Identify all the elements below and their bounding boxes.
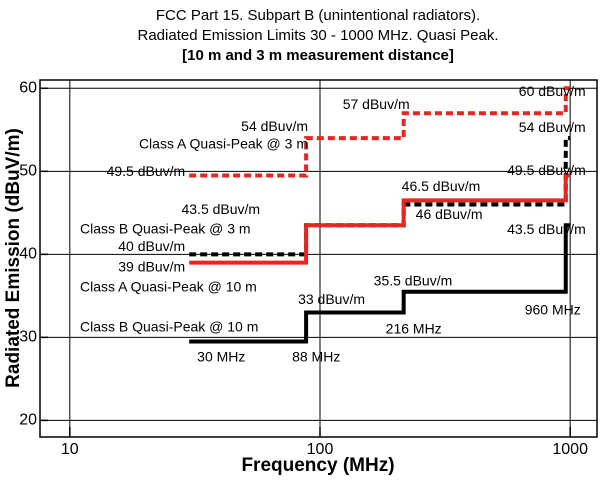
y-tick-label: 40 [19,246,37,263]
y-tick-label: 50 [19,163,37,180]
value-label: 46.5 dBuv/m [402,178,481,194]
x-axis-label: Frequency (MHz) [241,455,394,476]
plot-frame [39,79,598,438]
value-label: 43.5 dBuv/m [181,201,260,217]
value-label: 43.5 dBuv/m [507,221,586,237]
series-label: Class A Quasi-Peak @ 10 m [80,279,257,295]
x-tick-label: 10 [61,441,79,458]
value-label: 40 dBuv/m [118,238,185,254]
value-label: 39 dBuv/m [118,258,185,274]
chart-title-line: FCC Part 15. Subpart B (unintentional ra… [156,7,480,24]
y-axis-label: Radiated Emission (dBuV/m) [3,128,24,388]
y-tick-label: 20 [19,412,37,429]
series-label: Class B Quasi-Peak @ 10 m [80,319,258,335]
x-tick-label: 100 [307,441,334,458]
value-label: 49.5 dBuv/m [107,163,186,179]
annotation: 88 MHz [292,349,340,365]
series-label: Class A Quasi-Peak @ 3 m [139,136,308,152]
value-label: 57 dBuv/m [343,96,410,112]
step-line [189,86,571,178]
series-label: Class B Quasi-Peak @ 3 m [80,221,251,237]
value-label: 54 dBuv/m [241,118,308,134]
step-line [189,223,571,344]
y-tick-label: 60 [19,80,37,97]
chart-subtitle: [10 m and 3 m measurement distance] [182,47,454,64]
annotation: 30 MHz [197,349,245,365]
annotation: 960 MHz [525,302,581,318]
value-label: 49.5 dBuv/m [507,162,586,178]
y-tick-label: 30 [19,329,37,346]
value-label: 46 dBuv/m [416,206,483,222]
value-label: 33 dBuv/m [298,291,365,307]
value-label: 60 dBuv/m [519,83,586,99]
annotation: 216 MHz [386,321,442,337]
step-line [189,173,571,265]
value-label: 35.5 dBuv/m [374,272,453,288]
value-label: 54 dBuv/m [519,119,586,135]
chart-title-line: Radiated Emission Limits 30 - 1000 MHz. … [138,27,499,44]
x-tick-label: 1000 [552,441,588,458]
